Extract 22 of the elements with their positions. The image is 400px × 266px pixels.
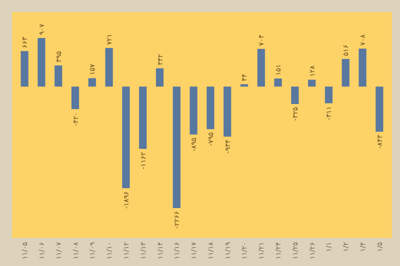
bar bbox=[38, 38, 46, 87]
bar bbox=[257, 48, 265, 87]
bar bbox=[172, 86, 180, 208]
bar bbox=[71, 86, 80, 110]
bar bbox=[240, 84, 248, 87]
bar bbox=[54, 65, 62, 87]
bar bbox=[105, 48, 113, 87]
bar bbox=[358, 48, 366, 87]
bar bbox=[324, 86, 333, 104]
bar bbox=[206, 86, 214, 130]
bar bbox=[139, 86, 147, 149]
bar bbox=[88, 78, 96, 87]
bar bbox=[156, 68, 164, 87]
bar bbox=[376, 86, 384, 132]
bar bbox=[291, 86, 299, 104]
bar bbox=[122, 86, 130, 188]
bar bbox=[308, 80, 316, 87]
bar bbox=[342, 58, 350, 87]
bar bbox=[20, 51, 28, 87]
bar bbox=[190, 86, 198, 135]
bar bbox=[274, 78, 282, 87]
bar bbox=[224, 86, 232, 137]
